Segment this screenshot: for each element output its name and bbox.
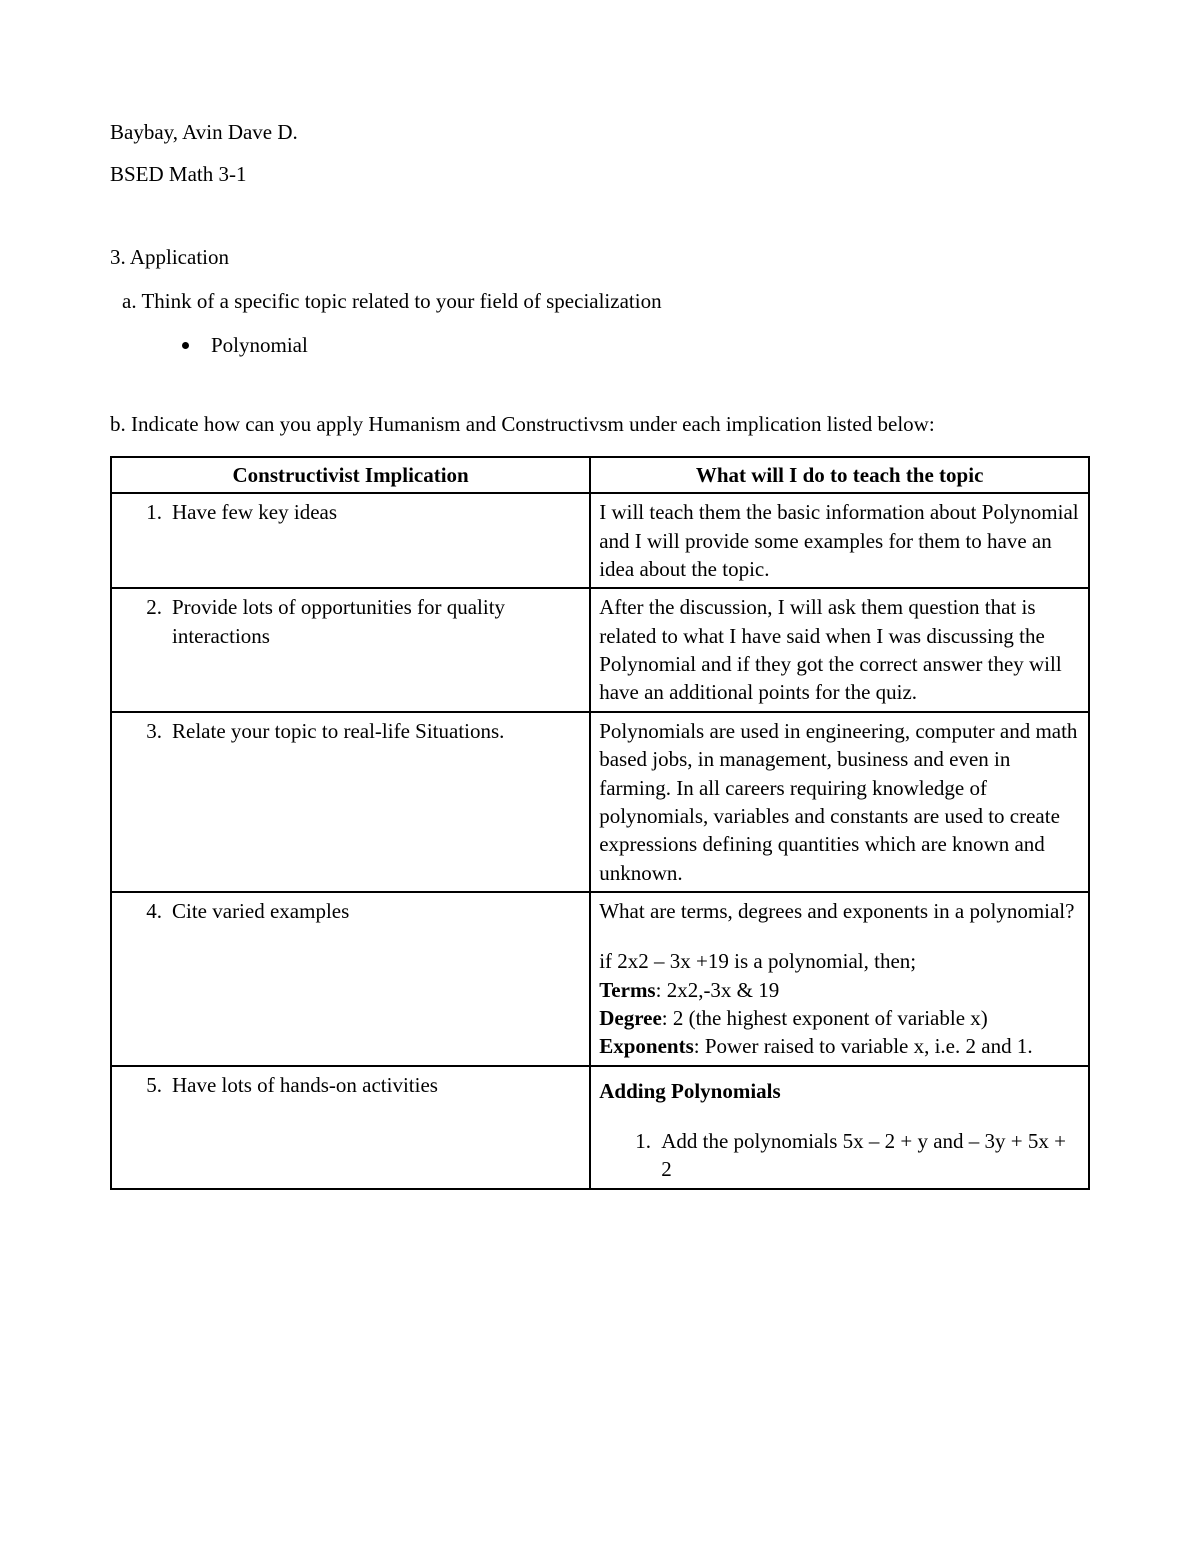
degree-val: : 2 (the highest exponent of variable x) <box>662 1006 988 1030</box>
cell-action: Polynomials are used in engineering, com… <box>590 712 1089 892</box>
row-number: 5. <box>120 1071 172 1099</box>
bullet-icon <box>182 342 189 349</box>
table-header-row: Constructivist Implication What will I d… <box>111 457 1089 493</box>
cell-action: After the discussion, I will ask them qu… <box>590 588 1089 711</box>
degree-label: Degree <box>599 1006 662 1030</box>
table-row: 2. Provide lots of opportunities for qua… <box>111 588 1089 711</box>
header-block: Baybay, Avin Dave D. BSED Math 3-1 <box>110 118 1090 189</box>
cell-implication: 1. Have few key ideas <box>111 493 590 588</box>
implication-table: Constructivist Implication What will I d… <box>110 456 1090 1190</box>
document-page: Baybay, Avin Dave D. BSED Math 3-1 3. Ap… <box>0 0 1200 1553</box>
step-number: 1. <box>635 1127 661 1184</box>
bullet-text: Polynomial <box>211 331 308 359</box>
section-number: 3. Application <box>110 243 1090 271</box>
row-number: 3. <box>120 717 172 745</box>
adding-heading: Adding Polynomials <box>599 1077 1080 1105</box>
row-implication: Have lots of hands-on activities <box>172 1071 581 1099</box>
header-left: Constructivist Implication <box>111 457 590 493</box>
row-implication: Relate your topic to real-life Situation… <box>172 717 581 745</box>
student-name: Baybay, Avin Dave D. <box>110 118 1090 146</box>
action-intro: What are terms, degrees and exponents in… <box>599 897 1080 925</box>
header-right: What will I do to teach the topic <box>590 457 1089 493</box>
subsection-b: b. Indicate how can you apply Humanism a… <box>110 410 1090 438</box>
table-row: 4. Cite varied examples What are terms, … <box>111 892 1089 1066</box>
table-row: 5. Have lots of hands-on activities Addi… <box>111 1066 1089 1189</box>
table-row: 3. Relate your topic to real-life Situat… <box>111 712 1089 892</box>
bullet-item: Polynomial <box>182 331 1090 359</box>
row-implication: Have few key ideas <box>172 498 581 526</box>
row-implication: Cite varied examples <box>172 897 581 925</box>
row-number: 4. <box>120 897 172 925</box>
terms-label: Terms <box>599 978 655 1002</box>
row-number: 1. <box>120 498 172 526</box>
subsection-a: a. Think of a specific topic related to … <box>122 287 1090 315</box>
cell-action: I will teach them the basic information … <box>590 493 1089 588</box>
step-text: Add the polynomials 5x – 2 + y and – 3y … <box>661 1127 1080 1184</box>
row-implication: Provide lots of opportunities for qualit… <box>172 593 581 650</box>
cell-implication: 5. Have lots of hands-on activities <box>111 1066 590 1189</box>
cell-action: Adding Polynomials 1. Add the polynomial… <box>590 1066 1089 1189</box>
exponents-val: : Power raised to variable x, i.e. 2 and… <box>694 1034 1033 1058</box>
inner-step: 1. Add the polynomials 5x – 2 + y and – … <box>635 1127 1080 1184</box>
cell-implication: 4. Cite varied examples <box>111 892 590 1066</box>
table-row: 1. Have few key ideas I will teach them … <box>111 493 1089 588</box>
cell-action: What are terms, degrees and exponents in… <box>590 892 1089 1066</box>
action-if: if 2x2 – 3x +19 is a polynomial, then; <box>599 947 1080 975</box>
terms-val: : 2x2,-3x & 19 <box>656 978 780 1002</box>
row-number: 2. <box>120 593 172 650</box>
cell-implication: 2. Provide lots of opportunities for qua… <box>111 588 590 711</box>
exponents-label: Exponents <box>599 1034 694 1058</box>
course-code: BSED Math 3-1 <box>110 160 1090 188</box>
cell-implication: 3. Relate your topic to real-life Situat… <box>111 712 590 892</box>
